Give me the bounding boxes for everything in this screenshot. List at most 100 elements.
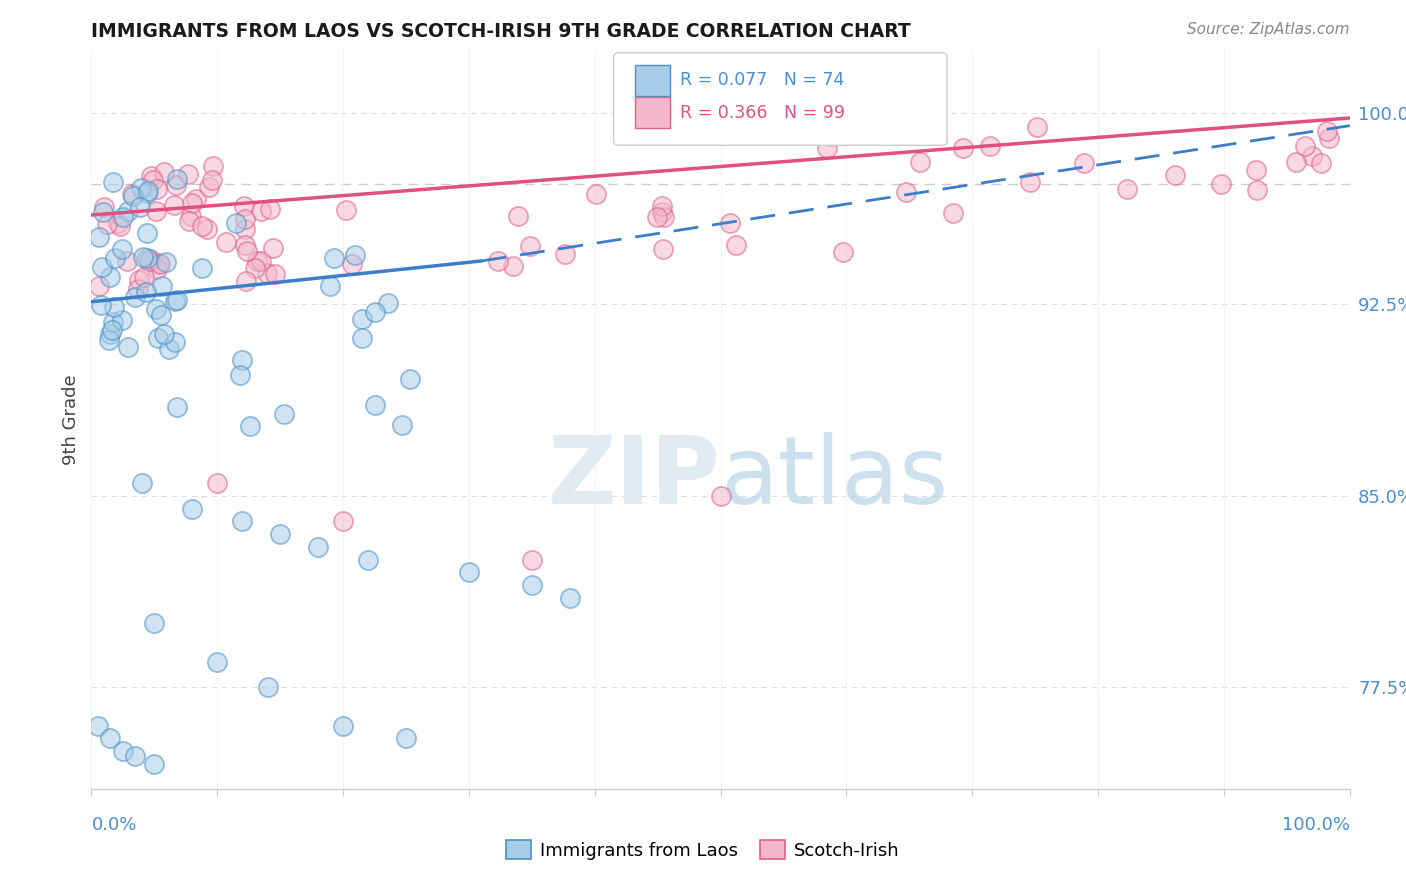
Point bbox=[273, 407, 295, 421]
Point bbox=[239, 419, 262, 434]
Point bbox=[1019, 175, 1042, 189]
Point bbox=[908, 155, 931, 169]
Point bbox=[250, 203, 273, 218]
Point bbox=[166, 293, 188, 307]
Point bbox=[398, 372, 420, 386]
Point bbox=[264, 267, 287, 281]
Point bbox=[709, 489, 731, 503]
Point bbox=[1301, 149, 1323, 163]
Point bbox=[235, 274, 257, 288]
Point bbox=[323, 252, 346, 266]
Point bbox=[165, 178, 187, 192]
Point bbox=[815, 141, 838, 155]
Point bbox=[256, 266, 278, 280]
Point bbox=[91, 260, 114, 274]
Point bbox=[894, 185, 917, 199]
Point bbox=[136, 252, 159, 266]
Point bbox=[135, 285, 157, 299]
Point bbox=[117, 203, 139, 218]
Point bbox=[117, 340, 139, 354]
Bar bbox=[636, 97, 671, 128]
Point bbox=[1285, 155, 1308, 169]
Point bbox=[391, 417, 413, 432]
Point bbox=[269, 527, 291, 541]
Point bbox=[93, 200, 115, 214]
Point bbox=[558, 591, 581, 605]
Point bbox=[520, 552, 543, 566]
Point bbox=[344, 248, 367, 262]
Point bbox=[1025, 120, 1047, 135]
Point bbox=[1209, 177, 1232, 191]
Point bbox=[335, 202, 357, 217]
Point bbox=[332, 514, 354, 528]
Point bbox=[124, 749, 146, 764]
Point bbox=[101, 315, 124, 329]
Point bbox=[256, 681, 278, 695]
Point bbox=[89, 230, 111, 244]
Point bbox=[110, 313, 132, 327]
Point bbox=[121, 187, 143, 202]
Point bbox=[191, 219, 214, 234]
Point bbox=[181, 501, 204, 516]
Point bbox=[136, 184, 159, 198]
Point bbox=[91, 205, 114, 219]
Point bbox=[832, 244, 855, 259]
Point bbox=[153, 326, 176, 341]
Y-axis label: 9th Grade: 9th Grade bbox=[62, 374, 80, 465]
Point bbox=[179, 213, 201, 227]
Point bbox=[104, 251, 127, 265]
FancyBboxPatch shape bbox=[613, 53, 948, 145]
Point bbox=[149, 308, 172, 322]
Point bbox=[145, 262, 167, 277]
Point bbox=[96, 217, 118, 231]
Point bbox=[249, 254, 271, 268]
Point bbox=[155, 255, 177, 269]
Point bbox=[262, 241, 284, 255]
Point bbox=[177, 167, 200, 181]
Point bbox=[132, 270, 155, 285]
Point bbox=[652, 243, 675, 257]
Point bbox=[129, 180, 152, 194]
Point bbox=[180, 209, 202, 223]
Text: R = 0.366   N = 99: R = 0.366 N = 99 bbox=[681, 103, 845, 121]
Point bbox=[519, 239, 541, 253]
Point bbox=[652, 210, 675, 224]
Point bbox=[150, 279, 173, 293]
Point bbox=[651, 205, 673, 219]
Point bbox=[377, 296, 399, 310]
Point bbox=[131, 476, 153, 491]
Point bbox=[233, 222, 256, 236]
Point bbox=[143, 756, 166, 771]
Point bbox=[259, 202, 281, 217]
Point bbox=[128, 200, 150, 214]
Point bbox=[166, 401, 188, 415]
Point bbox=[111, 744, 134, 758]
Point bbox=[1244, 162, 1267, 177]
Point bbox=[163, 198, 186, 212]
Point bbox=[153, 165, 176, 179]
Legend: Immigrants from Laos, Scotch-Irish: Immigrants from Laos, Scotch-Irish bbox=[499, 832, 907, 867]
Point bbox=[231, 514, 253, 528]
Point bbox=[886, 112, 908, 127]
Text: 0.0%: 0.0% bbox=[91, 816, 136, 834]
Point bbox=[1316, 124, 1339, 138]
Point bbox=[101, 175, 124, 189]
Point bbox=[457, 566, 479, 580]
Text: R = 0.077   N = 74: R = 0.077 N = 74 bbox=[681, 71, 845, 89]
Point bbox=[651, 199, 673, 213]
Point bbox=[165, 293, 187, 308]
Point bbox=[201, 173, 224, 187]
Point bbox=[307, 540, 329, 554]
Point bbox=[165, 335, 187, 350]
Point bbox=[142, 172, 165, 186]
Point bbox=[1073, 156, 1095, 170]
Point bbox=[107, 216, 129, 230]
Point bbox=[111, 210, 134, 224]
Point bbox=[90, 298, 112, 312]
Point bbox=[350, 311, 373, 326]
Point bbox=[195, 221, 218, 235]
Point bbox=[86, 718, 108, 732]
Point bbox=[100, 269, 122, 284]
Point bbox=[135, 226, 157, 240]
Point bbox=[363, 305, 385, 319]
